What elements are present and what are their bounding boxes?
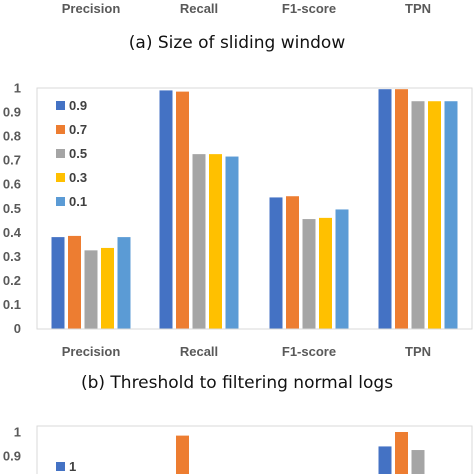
panel-b-bar: [117, 237, 131, 329]
panel-b-legend-swatch: [56, 173, 65, 182]
panel-b-y-tick-label: 0.9: [3, 105, 21, 120]
panel-b-category-label: Recall: [180, 344, 218, 359]
panel-a: Precision Recall F1-score TPN (a) Size o…: [62, 1, 431, 53]
panel-b-bar: [269, 197, 283, 329]
panel-b-legend-swatch: [56, 125, 65, 134]
panel-b-bar: [319, 217, 332, 329]
panel-b-legend-swatch: [56, 197, 65, 206]
panel-c-legend-swatch: [56, 462, 65, 471]
panel-b-legend-label: 0.3: [69, 170, 87, 185]
panel-c-bars: [176, 432, 425, 474]
panel-a-category-label: Recall: [180, 1, 218, 16]
panel-b-legend-label: 0.1: [69, 194, 87, 209]
panel-b-bar: [286, 196, 299, 329]
panel-b-bar: [378, 89, 392, 329]
panel-b-bar: [101, 247, 114, 329]
panel-b-bar: [84, 250, 98, 329]
panel-b-bar: [176, 91, 189, 329]
panel-b-bar: [335, 209, 349, 329]
panel-b-bar: [302, 219, 316, 329]
panel-c-bar: [378, 446, 392, 474]
panel-b-bars: [51, 89, 458, 329]
panel-c-y-tick-label: 0.9: [3, 449, 21, 464]
panel-a-caption: (a) Size of sliding window: [129, 33, 346, 53]
panel-c: 0.91 1: [3, 425, 473, 474]
panel-b-y-tick-label: 0.4: [3, 225, 22, 240]
panel-b-legend-label: 0.5: [69, 146, 87, 161]
panel-b-y-tick-label: 0.5: [3, 201, 21, 216]
panel-b-bar: [51, 237, 65, 329]
panel-c-frame: [36, 425, 473, 474]
panel-b-y-tick-labels: 0 0.1 0.2 0.3 0.4 0.5 0.6 0.7 0.8 0.9 1: [3, 81, 22, 337]
panel-b-bar: [68, 235, 81, 329]
panel-b-bar: [428, 101, 441, 329]
panel-b-caption: (b) Threshold to filtering normal logs: [81, 373, 393, 393]
panel-b-y-tick-label: 0.2: [3, 273, 21, 288]
panel-b-frame: [36, 87, 473, 330]
panel-b-y-tick-label: 0.7: [3, 153, 21, 168]
panel-c-bar: [176, 435, 189, 474]
panel-c-y-tick-label: 1: [14, 425, 21, 440]
panel-b-y-tick-label: 1: [14, 81, 21, 96]
panel-b-category-label: TPN: [405, 344, 431, 359]
panel-b-legend-label: 0.9: [69, 98, 87, 113]
panel-b-category-label: Precision: [62, 344, 121, 359]
panel-b-y-tick-label: 0.6: [3, 177, 21, 192]
panel-b-legend-label: 0.7: [69, 122, 87, 137]
panel-b-bar: [444, 101, 458, 329]
panel-b-bar: [411, 101, 425, 329]
panel-c-bar: [395, 432, 408, 474]
panel-b-y-tick-label: 0.8: [3, 129, 21, 144]
panel-a-category-labels: Precision Recall F1-score TPN: [62, 1, 431, 16]
panel-a-category-label: Precision: [62, 1, 121, 16]
panel-b-legend-swatch: [56, 101, 65, 110]
panel-b-category-labels: Precision Recall F1-score TPN: [62, 344, 431, 359]
panel-b-legend-swatch: [56, 149, 65, 158]
panel-b-bar: [225, 156, 239, 329]
panel-b-y-tick-label: 0.3: [3, 249, 21, 264]
panel-b-bar: [159, 90, 173, 329]
panel-c-legend-label: 1: [69, 459, 76, 474]
panel-c-bar: [411, 450, 425, 474]
panel-b: 00.10.20.30.40.50.60.70.80.91 0.90.70.50…: [3, 81, 473, 393]
panel-b-y-tick-label: 0.1: [3, 297, 21, 312]
panel-b-legend: 0.9 0.7 0.5 0.3 0.1: [56, 98, 87, 209]
panel-b-bar: [192, 154, 206, 329]
panel-c-y-tick-labels: 0.91: [3, 425, 21, 464]
panel-a-category-label: TPN: [405, 1, 431, 16]
panel-a-category-label: F1-score: [282, 1, 336, 16]
panel-b-y-tick-label: 0: [14, 321, 21, 336]
panel-b-bar: [395, 89, 408, 329]
panel-b-category-label: F1-score: [282, 344, 336, 359]
panel-b-bar: [209, 154, 222, 329]
panel-c-legend: 1: [56, 459, 76, 474]
